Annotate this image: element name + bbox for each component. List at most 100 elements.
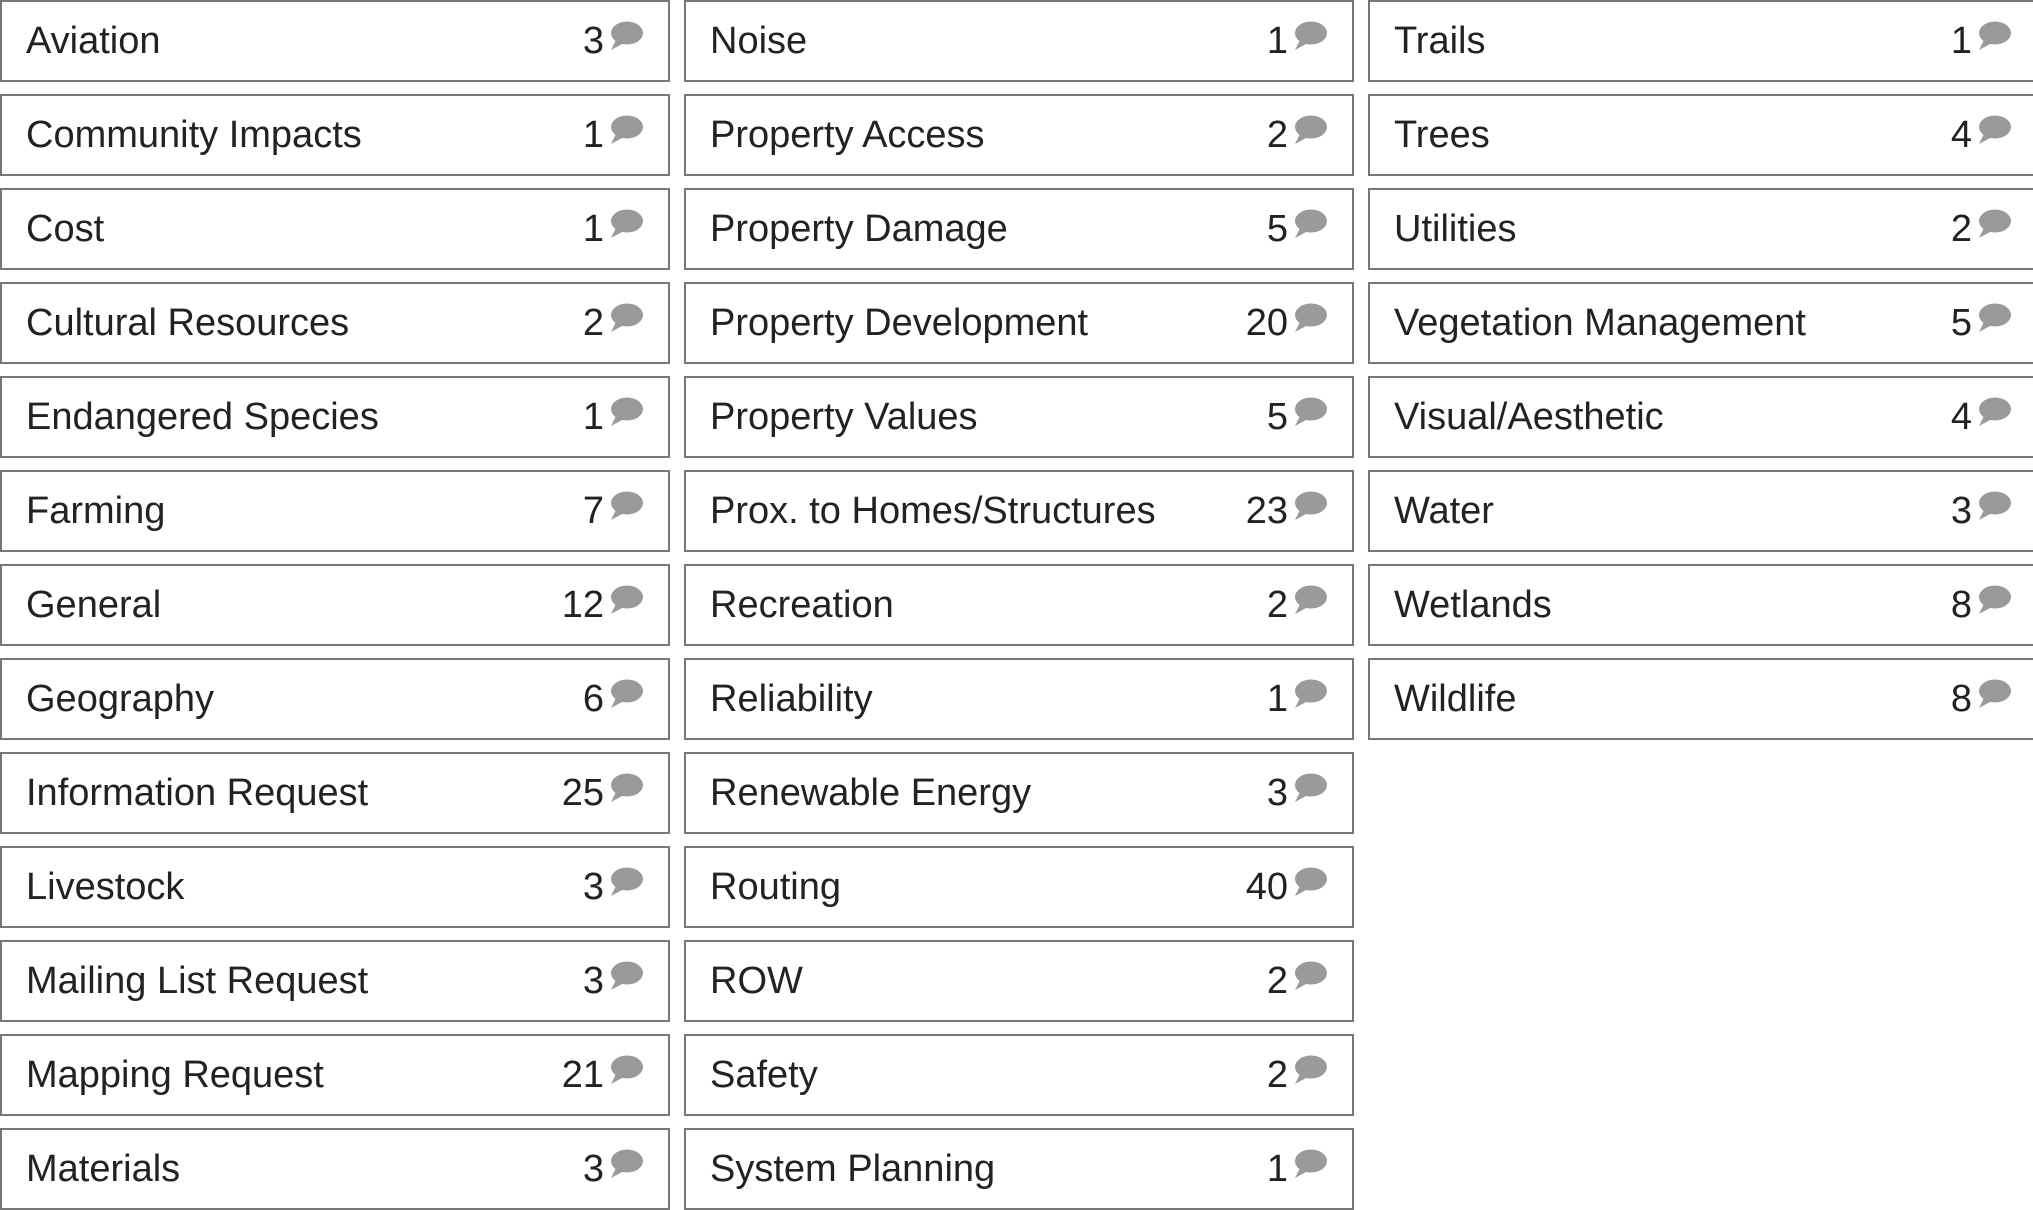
category-column: Trails 1 Trees 4 Utilities 2 Vegetation …	[1368, 0, 2033, 1210]
comment-count: 40	[1245, 865, 1288, 908]
comment-count: 3	[1950, 489, 1972, 532]
category-card[interactable]: Property Values 5	[684, 376, 1354, 458]
category-card[interactable]: General 12	[0, 564, 670, 646]
category-card[interactable]: Wildlife 8	[1368, 658, 2033, 740]
comment-bubble-icon	[608, 584, 644, 618]
comment-count: 2	[1266, 959, 1288, 1002]
category-card[interactable]: Trees 4	[1368, 94, 2033, 176]
comment-count: 7	[582, 489, 604, 532]
comment-count: 5	[1950, 301, 1972, 344]
category-label: Property Damage	[710, 207, 1008, 250]
comment-count: 8	[1950, 583, 1972, 626]
category-label: Utilities	[1394, 207, 1517, 250]
comment-bubble-icon	[1292, 114, 1328, 148]
comment-bubble-icon	[1292, 20, 1328, 54]
category-label: Trails	[1394, 19, 1486, 62]
category-label: Cultural Resources	[26, 301, 350, 344]
category-card[interactable]: Vegetation Management 5	[1368, 282, 2033, 364]
comment-count: 5	[1266, 207, 1288, 250]
category-label: Farming	[26, 489, 166, 532]
category-label: Mailing List Request	[26, 959, 369, 1002]
category-card[interactable]: Visual/Aesthetic 4	[1368, 376, 2033, 458]
comment-count: 12	[561, 583, 604, 626]
comment-bubble-icon	[1292, 208, 1328, 242]
category-card[interactable]: Aviation 3	[0, 0, 670, 82]
category-card[interactable]: Farming 7	[0, 470, 670, 552]
comment-bubble-icon	[1292, 1148, 1328, 1182]
category-card[interactable]: Livestock 3	[0, 846, 670, 928]
category-card[interactable]: Community Impacts 1	[0, 94, 670, 176]
category-card[interactable]: Utilities 2	[1368, 188, 2033, 270]
category-card[interactable]: Endangered Species 1	[0, 376, 670, 458]
comment-count: 2	[1950, 207, 1972, 250]
comment-count: 5	[1266, 395, 1288, 438]
comment-count: 2	[1266, 583, 1288, 626]
comment-bubble-icon	[1976, 396, 2012, 430]
comment-count: 1	[1266, 19, 1288, 62]
category-label: ROW	[710, 959, 803, 1002]
category-label: Prox. to Homes/Structures	[710, 489, 1156, 532]
comment-bubble-icon	[1292, 866, 1328, 900]
category-card[interactable]: Property Damage 5	[684, 188, 1354, 270]
category-label: Reliability	[710, 677, 873, 720]
category-label: Information Request	[26, 771, 369, 814]
category-label: Renewable Energy	[710, 771, 1032, 814]
category-card[interactable]: Prox. to Homes/Structures 23	[684, 470, 1354, 552]
category-card[interactable]: Routing 40	[684, 846, 1354, 928]
category-card[interactable]: ROW 2	[684, 940, 1354, 1022]
category-card[interactable]: Safety 2	[684, 1034, 1354, 1116]
comment-bubble-icon	[1292, 772, 1328, 806]
category-card[interactable]: Wetlands 8	[1368, 564, 2033, 646]
comment-bubble-icon	[608, 772, 644, 806]
category-label: Vegetation Management	[1394, 301, 1806, 344]
comment-count: 25	[561, 771, 604, 814]
category-card[interactable]: Water 3	[1368, 470, 2033, 552]
category-label: Noise	[710, 19, 808, 62]
comment-bubble-icon	[1292, 490, 1328, 524]
category-label: Recreation	[710, 583, 894, 626]
category-label: Visual/Aesthetic	[1394, 395, 1664, 438]
comment-count: 4	[1950, 113, 1972, 156]
comment-count: 1	[582, 113, 604, 156]
comment-bubble-icon	[1976, 302, 2012, 336]
category-label: Wildlife	[1394, 677, 1517, 720]
comment-count: 1	[1266, 677, 1288, 720]
category-card[interactable]: Recreation 2	[684, 564, 1354, 646]
comment-bubble-icon	[608, 396, 644, 430]
category-card[interactable]: Property Development 20	[684, 282, 1354, 364]
category-card[interactable]: Noise 1	[684, 0, 1354, 82]
category-card[interactable]: Property Access 2	[684, 94, 1354, 176]
category-label: Wetlands	[1394, 583, 1552, 626]
comment-bubble-icon	[608, 114, 644, 148]
category-card[interactable]: Mailing List Request 3	[0, 940, 670, 1022]
category-label: System Planning	[710, 1147, 996, 1190]
comment-bubble-icon	[1292, 678, 1328, 712]
category-label: Cost	[26, 207, 105, 250]
comment-count: 2	[582, 301, 604, 344]
category-card[interactable]: Cost 1	[0, 188, 670, 270]
comment-count: 21	[561, 1053, 604, 1096]
comment-count: 1	[1950, 19, 1972, 62]
category-card[interactable]: Materials 3	[0, 1128, 670, 1210]
category-card[interactable]: Reliability 1	[684, 658, 1354, 740]
category-card[interactable]: System Planning 1	[684, 1128, 1354, 1210]
comment-bubble-icon	[608, 20, 644, 54]
category-label: Aviation	[26, 19, 161, 62]
category-card[interactable]: Mapping Request 21	[0, 1034, 670, 1116]
category-card[interactable]: Geography 6	[0, 658, 670, 740]
category-card[interactable]: Renewable Energy 3	[684, 752, 1354, 834]
category-card[interactable]: Trails 1	[1368, 0, 2033, 82]
comment-count: 2	[1266, 113, 1288, 156]
category-card[interactable]: Information Request 25	[0, 752, 670, 834]
comment-bubble-icon	[1976, 490, 2012, 524]
comment-count: 3	[582, 1147, 604, 1190]
category-card[interactable]: Cultural Resources 2	[0, 282, 670, 364]
comment-bubble-icon	[608, 960, 644, 994]
comment-bubble-icon	[1292, 584, 1328, 618]
comment-count: 3	[582, 865, 604, 908]
comment-bubble-icon	[1292, 1054, 1328, 1088]
comment-count: 4	[1950, 395, 1972, 438]
comment-bubble-icon	[1976, 208, 2012, 242]
category-label: Community Impacts	[26, 113, 362, 156]
